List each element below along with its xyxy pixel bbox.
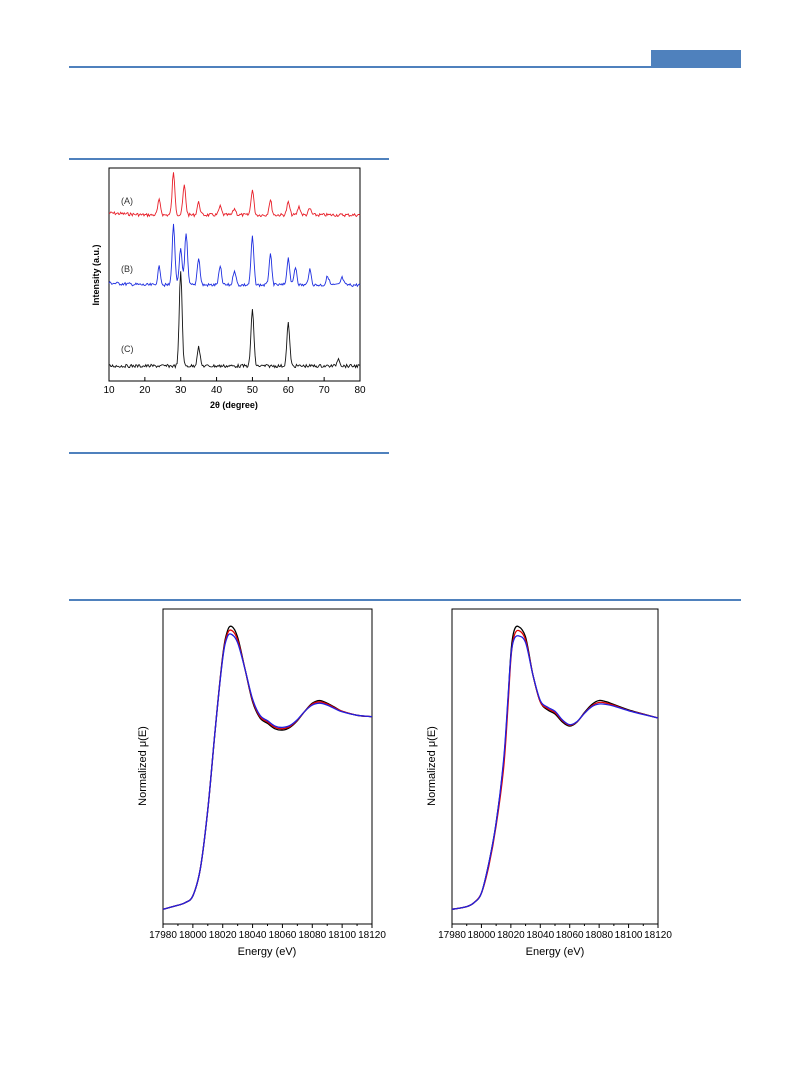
header-tab xyxy=(651,50,741,67)
xanes-xtick-label: 18000 xyxy=(468,930,496,941)
xrd-series-line xyxy=(108,172,361,218)
xanes-xtick-label: 17980 xyxy=(149,930,177,941)
xrd-xtick-label: 70 xyxy=(319,385,331,396)
xanes-xtick-label: 18020 xyxy=(497,930,525,941)
xanes-series-line xyxy=(162,633,373,910)
xrd-ylabel: Intensity (a.u.) xyxy=(91,244,101,305)
xanes-xtick-label: 18040 xyxy=(526,930,554,941)
header-rule xyxy=(69,66,741,68)
xrd-xtick-label: 30 xyxy=(175,385,187,396)
section-rule xyxy=(69,599,741,601)
xrd-xtick-label: 20 xyxy=(139,385,151,396)
xrd-xtick-label: 40 xyxy=(211,385,223,396)
xanes-xtick-label: 17980 xyxy=(438,930,466,941)
xanes-xtick-label: 18120 xyxy=(644,930,672,941)
xanes1-xlabel: Energy (eV) xyxy=(238,946,297,958)
xanes-series-line xyxy=(451,625,659,910)
xanes-series-line xyxy=(451,629,659,910)
xrd-plot-frame xyxy=(108,167,361,382)
xrd-xtick-label: 60 xyxy=(283,385,295,396)
xanes-xtick-label: 18120 xyxy=(358,930,386,941)
xanes-xtick-label: 18080 xyxy=(585,930,613,941)
xanes-xtick-label: 18040 xyxy=(239,930,267,941)
figure-top-rule xyxy=(69,158,389,160)
xrd-series-label: (B) xyxy=(121,264,133,274)
xanes2-ylabel: Normalized μ(E) xyxy=(426,726,438,806)
xanes-xtick-label: 18020 xyxy=(209,930,237,941)
xrd-series-label: (C) xyxy=(121,344,134,354)
xrd-xtick-label: 80 xyxy=(354,385,366,396)
xanes1-ylabel: Normalized μ(E) xyxy=(137,726,149,806)
xanes-xtick-label: 18100 xyxy=(328,930,356,941)
xanes2-plot-frame xyxy=(451,608,659,925)
xrd-xtick-label: 10 xyxy=(103,385,115,396)
xanes-xtick-label: 18000 xyxy=(179,930,207,941)
xrd-xtick-label: 50 xyxy=(247,385,259,396)
figure-bottom-rule xyxy=(69,452,389,454)
xanes-xtick-label: 18060 xyxy=(556,930,584,941)
xrd-xlabel: 2θ (degree) xyxy=(210,400,258,410)
xrd-series-line xyxy=(108,223,361,288)
xrd-series-label: (A) xyxy=(121,196,133,206)
xanes-xtick-label: 18060 xyxy=(269,930,297,941)
xanes-xtick-label: 18080 xyxy=(298,930,326,941)
xanes2-xlabel: Energy (eV) xyxy=(526,946,585,958)
xanes-xtick-label: 18100 xyxy=(615,930,643,941)
xrd-series-line xyxy=(108,271,361,370)
xanes-series-line xyxy=(451,635,659,910)
